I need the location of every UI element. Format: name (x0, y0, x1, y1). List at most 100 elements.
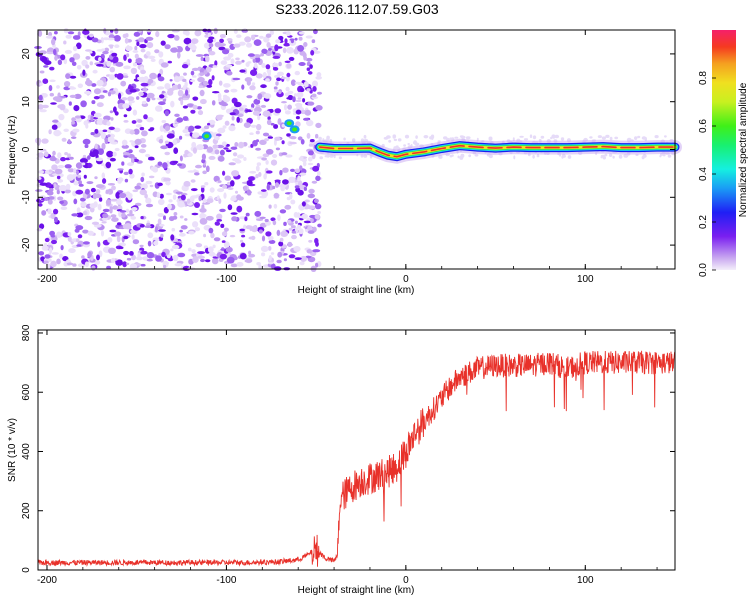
noise-speckle (101, 172, 106, 179)
noise-speckle (298, 62, 306, 66)
noise-speckle (289, 141, 297, 145)
noise-speckle (182, 265, 191, 271)
noise-speckle (221, 102, 229, 107)
noise-speckle (69, 57, 75, 63)
noise-speckle (237, 113, 244, 117)
noise-speckle (250, 107, 254, 111)
noise-speckle (140, 48, 146, 53)
noise-speckle (303, 81, 309, 88)
noise-speckle (164, 151, 170, 156)
noise-speckle (246, 95, 253, 99)
noise-speckle (662, 154, 666, 157)
noise-speckle (110, 198, 118, 202)
noise-speckle (126, 262, 130, 266)
noise-speckle (138, 148, 146, 154)
noise-speckle (201, 158, 206, 164)
noise-speckle (229, 112, 236, 116)
noise-speckle (82, 229, 89, 234)
noise-speckle (182, 116, 189, 121)
noise-speckle (300, 255, 307, 262)
noise-speckle (93, 112, 102, 118)
noise-speckle (48, 129, 52, 135)
noise-speckle (77, 31, 81, 37)
noise-speckle (117, 222, 122, 226)
noise-speckle (132, 239, 140, 245)
noise-speckle (63, 81, 71, 87)
noise-speckle (230, 196, 237, 202)
noise-speckle (80, 197, 86, 202)
noise-speckle (211, 257, 219, 265)
noise-speckle (248, 250, 252, 255)
noise-speckle (301, 213, 308, 220)
noise-speckle (160, 233, 164, 238)
snr-x-tick-label-3: 100 (577, 575, 594, 586)
noise-speckle (38, 170, 45, 174)
noise-speckle (207, 38, 214, 44)
noise-speckle (641, 136, 647, 140)
noise-speckle (244, 77, 253, 83)
noise-speckle (532, 135, 537, 140)
noise-speckle (281, 152, 288, 156)
noise-speckle (257, 191, 263, 195)
noise-speckle (286, 47, 294, 54)
noise-speckle (272, 62, 279, 68)
noise-speckle (113, 106, 117, 113)
noise-speckle (315, 105, 323, 111)
noise-speckle (263, 173, 267, 180)
noise-speckle (284, 110, 291, 115)
noise-speckle (152, 191, 158, 198)
noise-speckle (85, 64, 90, 69)
noise-speckle (297, 175, 301, 182)
noise-speckle (290, 168, 295, 172)
noise-speckle (253, 39, 262, 46)
noise-speckle (197, 76, 205, 83)
noise-speckle (118, 246, 124, 250)
noise-speckle (279, 169, 283, 176)
noise-speckle (170, 234, 175, 241)
noise-speckle (73, 198, 78, 205)
noise-speckle (231, 216, 238, 222)
noise-speckle (116, 73, 124, 80)
spectrogram-y-axis: -20 -10 0 10 20 (21, 48, 675, 252)
noise-speckle (67, 236, 72, 242)
noise-speckle (164, 125, 171, 132)
noise-speckle (85, 79, 93, 86)
noise-speckle (165, 192, 172, 196)
noise-speckle (53, 48, 57, 56)
noise-speckle (306, 88, 311, 92)
noise-speckle (194, 29, 202, 37)
noise-speckle (265, 78, 270, 82)
noise-speckle (67, 153, 71, 158)
noise-speckle (101, 142, 106, 150)
noise-speckle (44, 197, 49, 201)
noise-speckle (126, 213, 135, 217)
noise-speckle (235, 57, 240, 61)
noise-speckle (229, 234, 236, 238)
noise-speckle (164, 83, 171, 90)
noise-speckle (298, 228, 304, 235)
noise-speckle (146, 258, 153, 262)
noise-speckle (550, 136, 553, 140)
noise-speckle (108, 44, 114, 47)
noise-speckle (179, 155, 183, 162)
noise-speckle (186, 103, 194, 108)
noise-speckle (246, 80, 251, 86)
noise-speckle (48, 85, 53, 92)
noise-speckle (190, 79, 195, 82)
noise-speckle (67, 168, 75, 173)
noise-speckle (49, 66, 55, 71)
noise-speckle (76, 244, 82, 247)
noise-speckle (194, 125, 202, 129)
noise-speckle (236, 154, 245, 159)
noise-speckle (68, 101, 72, 106)
noise-speckle (225, 246, 233, 253)
noise-speckle (109, 110, 114, 114)
noise-speckle (56, 258, 61, 265)
noise-speckle (255, 73, 263, 79)
noise-speckle (286, 219, 292, 224)
noise-speckle (257, 93, 263, 100)
noise-speckle (175, 191, 183, 195)
noise-speckle (85, 123, 89, 129)
colorbar-tick-label-4: 0.8 (698, 71, 709, 85)
noise-speckle (273, 124, 279, 129)
